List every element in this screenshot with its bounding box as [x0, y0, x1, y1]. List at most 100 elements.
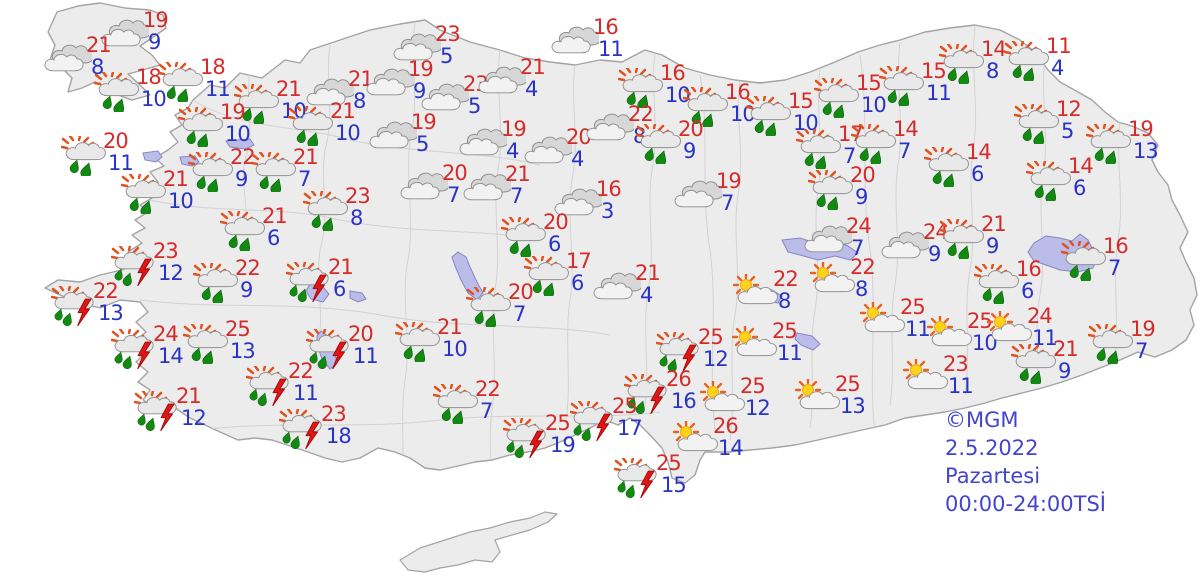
- low-temp: 9: [855, 185, 868, 209]
- high-temp: 19: [1128, 117, 1154, 141]
- low-temp: 11: [205, 77, 231, 101]
- forecast-point: 23 18: [279, 402, 375, 461]
- sun-rain-icon: [94, 72, 140, 112]
- low-temp: 7: [480, 399, 493, 423]
- low-temp: 9: [413, 79, 426, 103]
- sun-rain-icon: [183, 324, 229, 364]
- forecast-point: 19 7: [1088, 317, 1184, 376]
- low-temp: 7: [843, 144, 856, 168]
- forecast-point: 21 9: [1011, 337, 1107, 396]
- low-temp: 16: [671, 389, 697, 413]
- high-temp: 21: [262, 204, 288, 228]
- high-temp: 20: [508, 280, 534, 304]
- sun-rain-icon: [220, 211, 266, 251]
- forecast-point: 18 11: [158, 55, 254, 114]
- sun-rain-icon: [1026, 161, 1072, 201]
- high-temp: 16: [725, 80, 751, 104]
- sun-rain-icon: [1014, 104, 1060, 144]
- low-temp: 5: [440, 44, 453, 68]
- low-temp: 8: [778, 289, 791, 313]
- forecast-point: 25 19: [503, 411, 599, 470]
- forecast-point: 25 13: [183, 317, 279, 376]
- low-temp: 11: [598, 37, 624, 61]
- high-temp: 14: [966, 140, 992, 164]
- cloud-icon: [551, 26, 599, 54]
- forecast-point: 23 8: [303, 184, 399, 243]
- caption-day: Pazartesi: [945, 464, 1041, 488]
- low-temp: 18: [326, 424, 352, 448]
- low-temp: 10: [141, 87, 167, 111]
- forecast-point: 17 7: [796, 122, 892, 181]
- low-temp: 13: [230, 339, 256, 363]
- high-temp: 21: [981, 212, 1007, 236]
- sun-rain-icon: [178, 107, 224, 147]
- forecast-point: 20 11: [306, 322, 402, 381]
- high-temp: 18: [200, 55, 226, 79]
- high-temp: 21: [276, 77, 302, 101]
- sun-rain-icon: [433, 384, 479, 424]
- low-temp: 11: [353, 344, 379, 368]
- sun-rain-icon: [501, 217, 547, 257]
- sun-rain-icon: [61, 136, 107, 176]
- high-temp: 14: [893, 117, 919, 141]
- low-temp: 9: [928, 242, 941, 266]
- high-temp: 16: [660, 61, 686, 85]
- cloud-icon: [366, 68, 414, 96]
- sun-cloud-icon: [794, 379, 841, 410]
- low-temp: 10: [442, 337, 468, 361]
- high-temp: 23: [943, 352, 969, 376]
- cloud-icon: [400, 172, 448, 200]
- forecast-point: 20 4: [524, 125, 620, 184]
- high-temp: 21: [293, 145, 319, 169]
- high-temp: 21: [163, 167, 189, 191]
- low-temp: 5: [416, 132, 429, 156]
- cloud-icon: [369, 121, 417, 149]
- sun-rain-icon: [1011, 344, 1057, 384]
- sun-thunder-icon: [286, 262, 330, 302]
- sun-rain-icon: [636, 124, 682, 164]
- lake-sapanca: [225, 138, 255, 150]
- forecast-point: 23 11: [901, 352, 997, 411]
- cloud-icon: [463, 173, 511, 201]
- low-temp: 4: [506, 139, 519, 163]
- low-temp: 6: [971, 162, 984, 186]
- forecast-point: 24 14: [111, 322, 207, 381]
- low-temp: 4: [640, 283, 653, 307]
- cloud-icon: [524, 136, 572, 164]
- sun-rain-icon: [851, 124, 897, 164]
- high-temp: 20: [850, 163, 876, 187]
- forecast-point: 14 6: [1026, 154, 1122, 213]
- forecast-point: 16 3: [554, 177, 650, 236]
- high-temp: 22: [850, 255, 876, 279]
- cloud-icon: [586, 113, 634, 141]
- low-temp: 13: [1133, 139, 1159, 163]
- cloud-icon: [44, 44, 92, 72]
- forecast-point: 21 4: [593, 261, 689, 320]
- sun-rain-icon: [1004, 41, 1050, 81]
- map-caption: ©MGM 2.5.2022 Pazartesi 00:00-24:00TSİ: [945, 406, 1106, 518]
- low-temp: 6: [267, 226, 280, 250]
- low-temp: 9: [1058, 359, 1071, 383]
- forecast-point: 19 9: [101, 8, 197, 67]
- high-temp: 20: [103, 129, 129, 153]
- high-temp: 22: [628, 102, 654, 126]
- forecast-point: 25 12: [656, 325, 752, 384]
- high-temp: 25: [740, 374, 766, 398]
- high-temp: 24: [846, 214, 872, 238]
- cloud-icon: [804, 225, 852, 253]
- high-temp: 20: [566, 125, 592, 149]
- low-temp: 15: [661, 473, 687, 497]
- low-temp: 6: [333, 277, 346, 301]
- forecast-point: 14 7: [851, 117, 947, 176]
- forecast-point: 19 9: [366, 57, 462, 116]
- sun-rain-icon: [814, 78, 860, 118]
- high-temp: 17: [566, 249, 592, 273]
- high-temp: 25: [772, 319, 798, 343]
- forecast-point: 16 10: [683, 80, 779, 139]
- high-temp: 25: [835, 372, 861, 396]
- high-temp: 21: [176, 384, 202, 408]
